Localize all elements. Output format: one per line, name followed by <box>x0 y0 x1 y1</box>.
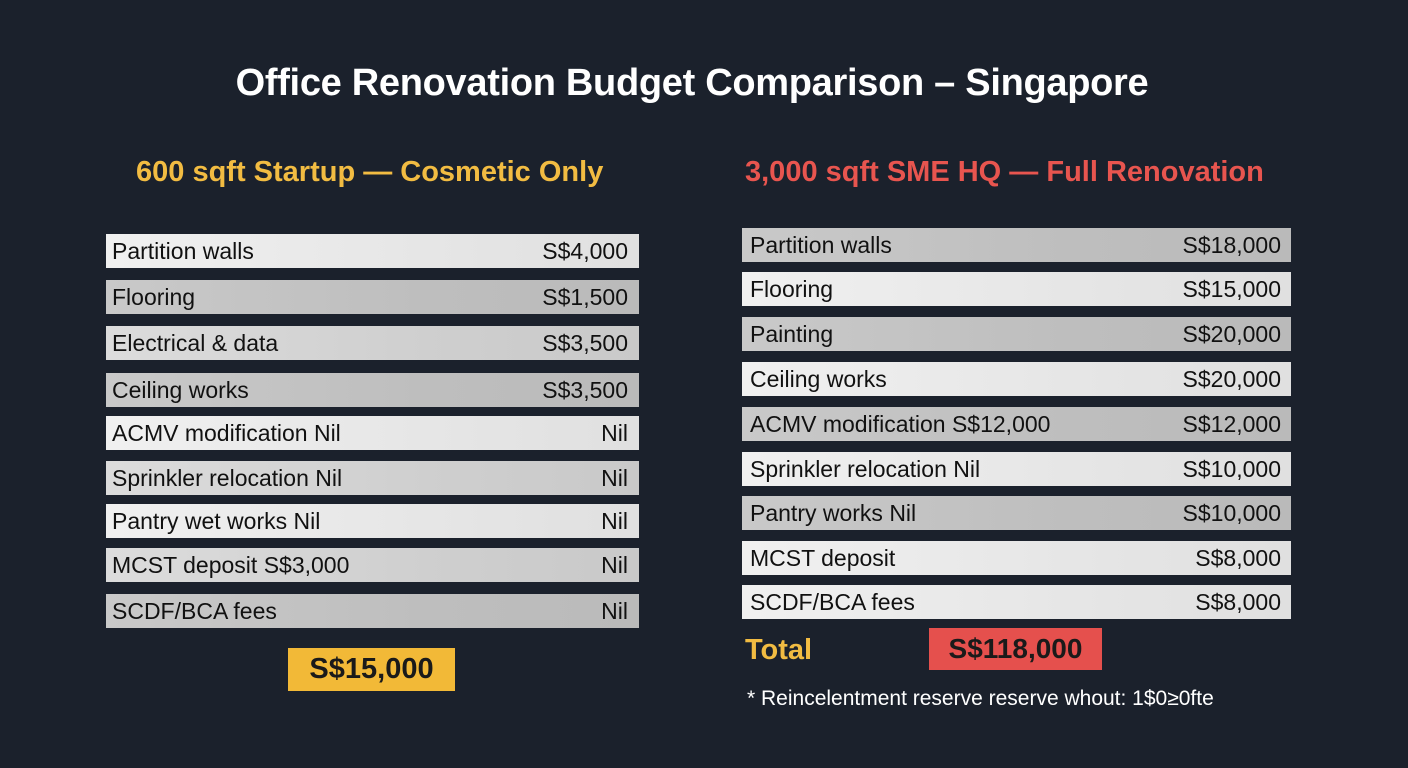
item-label: Flooring <box>112 283 196 310</box>
item-label: Ceiling works <box>750 365 887 392</box>
page-title: Office Renovation Budget Comparison – Si… <box>235 62 1149 104</box>
table-row: ACMV modification S$12,000 S$12,000 <box>742 407 1291 441</box>
table-row: Ceiling works S$3,500 <box>106 373 639 407</box>
item-label: MCST deposit <box>750 544 896 571</box>
table-row: Flooring S$1,500 <box>106 280 639 314</box>
table-row: ACMV modification Nil Nil <box>106 416 639 450</box>
item-value: S$20,000 <box>1182 320 1281 347</box>
item-value: S$3,500 <box>542 329 628 356</box>
item-label: ACMV modification Nil <box>112 419 341 446</box>
table-row: SCDF/BCA fees S$8,000 <box>742 585 1291 619</box>
table-row: Partition walls S$18,000 <box>742 228 1291 262</box>
item-label: Partition walls <box>112 237 254 264</box>
item-value: Nil <box>601 507 628 534</box>
sme-total-badge: S$118,000 <box>929 628 1102 670</box>
table-row: Partition walls S$4,000 <box>106 234 639 268</box>
sme-total-label: Total <box>745 634 813 666</box>
table-row: Ceiling works S$20,000 <box>742 362 1291 396</box>
table-row: MCST deposit S$3,000 Nil <box>106 548 639 582</box>
item-label: Sprinkler relocation Nil <box>750 455 981 482</box>
table-row: Sprinkler relocation Nil Nil <box>106 461 639 495</box>
item-value: S$8,000 <box>1195 544 1281 571</box>
sme-heading: 3,000 sqft SME HQ — Full Renovation <box>745 156 1264 188</box>
item-value: S$8,000 <box>1195 588 1281 615</box>
item-value: S$15,000 <box>1182 275 1281 302</box>
footnote: * Reincelentment reserve reserve whout: … <box>747 687 1214 710</box>
table-row: Pantry works Nil S$10,000 <box>742 496 1291 530</box>
item-value: S$4,000 <box>542 237 628 264</box>
item-value: S$1,500 <box>542 283 628 310</box>
item-value: Nil <box>601 464 628 491</box>
item-value: S$3,500 <box>542 376 628 403</box>
startup-heading: 600 sqft Startup — Cosmetic Only <box>136 156 604 188</box>
item-value: S$18,000 <box>1182 231 1281 258</box>
item-value: Nil <box>601 419 628 446</box>
item-label: Partition walls <box>750 231 892 258</box>
item-label: Flooring <box>750 275 834 302</box>
item-value: Nil <box>601 597 628 624</box>
item-value: S$12,000 <box>1182 410 1281 437</box>
item-label: Electrical & data <box>112 329 279 356</box>
table-row: Painting S$20,000 <box>742 317 1291 351</box>
item-value: Nil <box>601 551 628 578</box>
item-label: ACMV modification S$12,000 <box>750 410 1051 437</box>
item-label: Painting <box>750 320 834 347</box>
item-label: Ceiling works <box>112 376 249 403</box>
item-label: MCST deposit S$3,000 <box>112 551 350 578</box>
table-row: Flooring S$15,000 <box>742 272 1291 306</box>
item-label: Sprinkler relocation Nil <box>112 464 343 491</box>
item-label: Pantry works Nil <box>750 499 917 526</box>
table-row: Sprinkler relocation Nil S$10,000 <box>742 452 1291 486</box>
item-value: S$20,000 <box>1182 365 1281 392</box>
item-value: S$10,000 <box>1182 499 1281 526</box>
item-label: Pantry wet works Nil <box>112 507 321 534</box>
startup-total-badge: S$15,000 <box>288 648 455 691</box>
table-row: MCST deposit S$8,000 <box>742 541 1291 575</box>
item-label: SCDF/BCA fees <box>112 597 277 624</box>
item-label: SCDF/BCA fees <box>750 588 915 615</box>
table-row: SCDF/BCA fees Nil <box>106 594 639 628</box>
table-row: Pantry wet works Nil Nil <box>106 504 639 538</box>
item-value: S$10,000 <box>1182 455 1281 482</box>
table-row: Electrical & data S$3,500 <box>106 326 639 360</box>
